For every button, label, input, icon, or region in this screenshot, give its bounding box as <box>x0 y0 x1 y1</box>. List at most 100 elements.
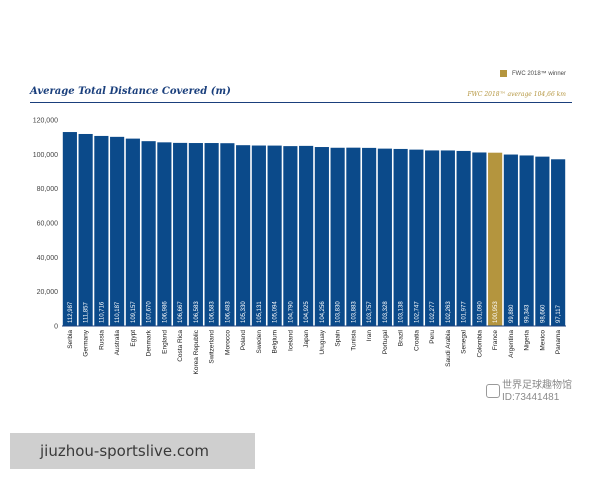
bar <box>425 150 440 326</box>
bar-value-label: 105,330 <box>241 301 247 323</box>
bar-value-label: 104,256 <box>320 301 326 323</box>
x-tick-label: Colombia <box>476 330 483 358</box>
x-tick-label: Peru <box>429 330 436 344</box>
bar <box>125 138 140 326</box>
bar-value-label: 106,483 <box>225 301 231 323</box>
x-tick-label: Japan <box>303 330 310 348</box>
bar <box>503 154 518 326</box>
bar <box>440 150 455 326</box>
bar-value-label: 112,987 <box>68 301 74 323</box>
bar <box>362 147 377 326</box>
x-tick-label: Russia <box>98 330 105 350</box>
bar-value-label: 100,953 <box>493 301 499 323</box>
watermark-logo-icon <box>486 384 500 398</box>
bar-value-label: 103,830 <box>336 301 342 323</box>
legend: FWC 2018™ winner <box>500 70 566 77</box>
x-tick-label: England <box>161 330 168 354</box>
bar-value-label: 103,757 <box>367 301 373 323</box>
bar <box>456 150 471 326</box>
bar-value-label: 106,583 <box>194 301 200 323</box>
title-divider <box>30 102 572 103</box>
x-tick-label: Panama <box>555 330 562 355</box>
bar-value-label: 107,670 <box>147 301 153 323</box>
x-tick-label: Korea Republic <box>193 329 200 374</box>
x-tick-label: Costa Rica <box>177 330 184 362</box>
bar <box>283 146 298 326</box>
x-tick-label: Nigeria <box>524 330 531 351</box>
y-tick-label: 120,000 <box>33 118 58 125</box>
bar <box>551 159 566 326</box>
x-tick-label: Iran <box>366 330 373 342</box>
bar-value-label: 99,343 <box>525 304 531 323</box>
x-tick-label: Iceland <box>287 330 294 351</box>
bar <box>141 141 156 326</box>
bar <box>299 145 314 326</box>
bar <box>330 147 345 326</box>
y-tick-label: 20,000 <box>37 289 59 296</box>
x-tick-label: France <box>492 330 499 351</box>
y-tick-label: 40,000 <box>37 255 59 262</box>
bar-value-label: 105,094 <box>273 301 279 323</box>
bar <box>488 152 503 326</box>
bar-value-label: 103,138 <box>399 301 405 323</box>
x-tick-label: Saudi Arabia <box>445 330 452 367</box>
bar <box>519 155 534 326</box>
y-tick-label: 100,000 <box>33 152 58 159</box>
bar <box>62 132 77 326</box>
bar <box>393 148 408 326</box>
bar <box>346 147 361 326</box>
bar-value-label: 99,880 <box>509 304 515 323</box>
x-tick-label: Croatia <box>413 330 420 351</box>
bar-value-label: 102,747 <box>414 301 420 323</box>
bar <box>157 142 172 326</box>
bar-value-label: 104,790 <box>288 301 294 323</box>
bar <box>204 143 219 326</box>
bar-value-label: 106,667 <box>178 301 184 323</box>
x-tick-label: Serbia <box>67 330 74 349</box>
bar-value-label: 106,583 <box>210 301 216 323</box>
x-tick-label: Switzerland <box>209 330 216 364</box>
bar-value-label: 109,157 <box>131 301 137 323</box>
bar-value-label: 110,716 <box>99 301 105 323</box>
x-tick-label: Mexico <box>539 330 546 351</box>
bar-value-label: 101,090 <box>477 301 483 323</box>
y-tick-label: 60,000 <box>37 221 59 228</box>
x-tick-label: Brazil <box>398 329 405 346</box>
x-tick-label: Belgium <box>272 330 279 353</box>
average-note: FWC 2018™ average 104,66 km <box>467 91 567 98</box>
bar <box>314 147 329 326</box>
bar <box>94 135 109 326</box>
bar-value-label: 102,277 <box>430 301 436 323</box>
watermark-line2: ID:73441481 <box>502 392 560 403</box>
bar <box>188 143 203 326</box>
x-tick-label: Australia <box>114 330 121 356</box>
bar-value-label: 103,883 <box>351 301 357 323</box>
bar-value-label: 110,187 <box>115 301 121 323</box>
bar <box>78 133 93 326</box>
bar-value-label: 102,263 <box>446 301 452 323</box>
x-tick-label: Tunisia <box>350 330 357 351</box>
bar <box>409 149 424 326</box>
x-tick-label: Egypt <box>130 330 137 347</box>
y-tick-label: 80,000 <box>37 186 59 193</box>
bar <box>535 156 550 326</box>
watermark: 世界足球趣物馆 ID:73441481 <box>502 380 572 404</box>
bar-value-label: 105,131 <box>257 301 263 323</box>
bar <box>377 148 392 326</box>
bar-value-label: 101,977 <box>462 301 468 323</box>
bar-value-label: 104,925 <box>304 301 310 323</box>
x-tick-label: Senegal <box>461 329 468 353</box>
bar <box>251 145 266 326</box>
bar-value-label: 106,986 <box>162 301 168 323</box>
site-banner: jiuzhou-sportslive.com <box>10 433 255 469</box>
x-tick-label: Germany <box>83 329 90 356</box>
bar <box>267 145 282 326</box>
x-tick-label: Argentina <box>508 330 515 358</box>
legend-swatch-winner <box>500 70 507 77</box>
bar-value-label: 111,857 <box>84 302 90 323</box>
x-tick-label: Morocco <box>224 330 231 355</box>
site-banner-text: jiuzhou-sportslive.com <box>40 442 209 460</box>
bar <box>236 145 251 326</box>
